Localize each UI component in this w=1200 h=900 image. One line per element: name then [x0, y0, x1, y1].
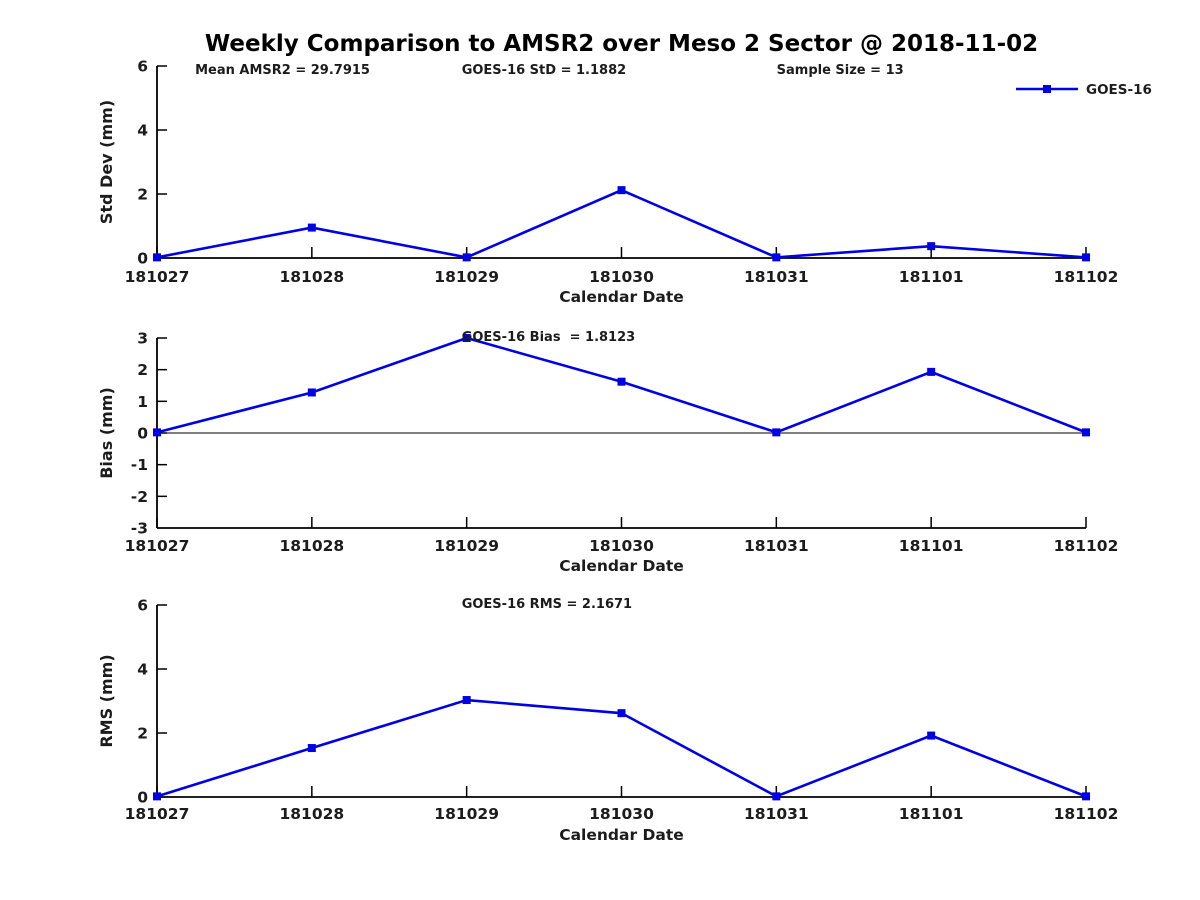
data-point-marker — [1082, 792, 1090, 801]
x-tick-label: 181102 — [1054, 537, 1119, 555]
x-tick-label: 181028 — [279, 537, 344, 555]
x-tick-label: 181029 — [434, 805, 499, 823]
x-tick-label: 181031 — [744, 537, 809, 555]
y-tick-label: 2 — [137, 725, 148, 743]
x-tick-label: 181027 — [125, 537, 190, 555]
annotation-text: GOES-16 Bias = 1.8123 — [462, 330, 636, 345]
x-tick-label: 181030 — [589, 805, 654, 823]
x-tick-label: 181029 — [434, 268, 499, 286]
data-point-marker — [617, 377, 626, 386]
x-tick-label: 181102 — [1054, 268, 1119, 286]
y-tick-label: 0 — [137, 425, 148, 443]
data-point-marker — [772, 792, 781, 801]
x-tick-label: 181027 — [125, 268, 190, 286]
x-tick-label: 181101 — [899, 537, 964, 555]
data-point-marker — [927, 367, 936, 376]
x-tick-label: 181101 — [899, 805, 964, 823]
bias-chart: -3 -2 -1 0 1 2 3 181027 181028 181029 181030 181031… — [97, 330, 1119, 576]
rms-chart: 0 2 4 6 181027 181028 181029 181030 181031 181101… — [97, 597, 1119, 845]
legend-marker — [1043, 85, 1051, 93]
x-tick-label: 181028 — [279, 805, 344, 823]
data-point-marker — [462, 334, 471, 342]
data-point-marker — [617, 709, 626, 718]
y-tick-label: 3 — [137, 330, 148, 348]
y-tick-label: 2 — [137, 361, 148, 379]
x-tick-label: 181102 — [1054, 805, 1119, 823]
data-point-marker — [1082, 428, 1090, 437]
data-point-marker — [772, 428, 781, 437]
x-tick-label: 181027 — [125, 805, 190, 823]
data-point-marker — [462, 696, 471, 705]
data-point-marker — [307, 388, 316, 397]
y-axis-title: RMS (mm) — [97, 654, 116, 747]
data-point-marker — [617, 186, 626, 195]
x-axis-title: Calendar Date — [559, 288, 684, 306]
x-tick-label: 181031 — [744, 268, 809, 286]
y-tick-label: 1 — [137, 393, 148, 411]
y-tick-label: 6 — [137, 60, 148, 76]
y-tick-label: -3 — [131, 520, 148, 538]
y-tick-label: 4 — [137, 661, 148, 679]
data-point-marker — [307, 744, 316, 753]
annotation-text: GOES-16 RMS = 2.1671 — [462, 597, 632, 612]
x-tick-label: 181029 — [434, 537, 499, 555]
y-tick-label: -2 — [131, 488, 148, 506]
stddev-chart: 0 2 4 6 181027 181028 181029 181030 181031 181101… — [97, 60, 1152, 306]
data-point-marker — [772, 253, 781, 262]
x-tick-label: 181030 — [589, 537, 654, 555]
y-axis-title: Std Dev (mm) — [97, 100, 116, 224]
y-tick-label: 2 — [137, 186, 148, 204]
data-point-marker — [1082, 253, 1090, 262]
y-tick-label: 6 — [137, 597, 148, 615]
data-point-marker — [153, 253, 161, 262]
x-tick-label: 181101 — [899, 268, 964, 286]
annotation-text: Mean AMSR2 = 29.7915 — [195, 63, 370, 78]
x-axis-title: Calendar Date — [559, 826, 684, 844]
y-tick-label: -1 — [131, 456, 148, 474]
x-tick-label: 181031 — [744, 805, 809, 823]
y-tick-label: 4 — [137, 122, 148, 140]
x-axis-title: Calendar Date — [559, 557, 684, 575]
data-point-marker — [927, 242, 936, 251]
data-point-marker — [462, 253, 471, 262]
data-point-marker — [307, 223, 316, 232]
figure-title: Weekly Comparison to AMSR2 over Meso 2 S… — [204, 31, 1039, 57]
y-tick-label: 0 — [137, 250, 148, 268]
data-point-marker — [153, 792, 161, 801]
data-point-marker — [153, 428, 161, 437]
x-tick-label: 181028 — [279, 268, 344, 286]
data-point-marker — [927, 731, 936, 740]
y-tick-label: 0 — [137, 789, 148, 807]
annotation-text: GOES-16 StD = 1.1882 — [462, 63, 626, 78]
annotation-text: Sample Size = 13 — [777, 63, 904, 78]
legend-label: GOES-16 — [1086, 82, 1152, 98]
x-tick-label: 181030 — [589, 268, 654, 286]
y-axis-title: Bias (mm) — [97, 387, 116, 479]
